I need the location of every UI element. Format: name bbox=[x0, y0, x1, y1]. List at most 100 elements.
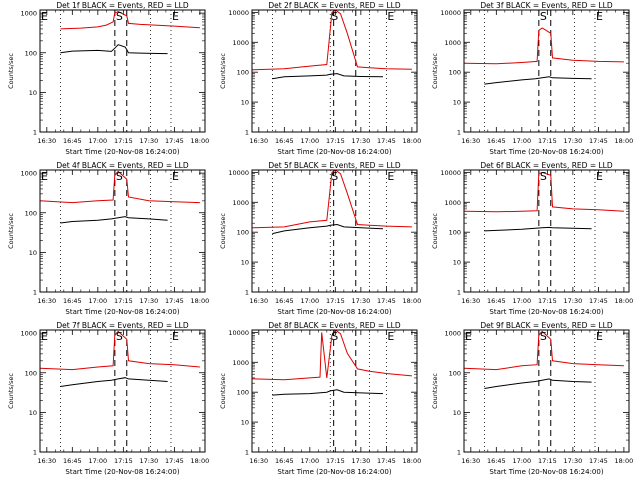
event-marker-label: E bbox=[41, 170, 48, 183]
x-tick-label: 16:30 bbox=[249, 137, 268, 145]
detector-panel-3: Det 3f BLACK = Events, RED = LLD Start Ti… bbox=[431, 1, 633, 156]
y-tick-label: 1 bbox=[457, 129, 461, 137]
event-marker-label: S bbox=[331, 330, 338, 343]
y-tick-label: 1 bbox=[245, 129, 249, 137]
panel-title: Det 9f BLACK = Events, RED = LLD bbox=[480, 321, 613, 330]
event-marker-label: S bbox=[540, 10, 547, 23]
x-tick-label: 17:15 bbox=[114, 457, 133, 465]
x-tick-label: 17:30 bbox=[139, 137, 158, 145]
panel-title: Det 1f BLACK = Events, RED = LLD bbox=[56, 1, 189, 10]
x-axis-label: Start Time (20-Nov-08 16:24:00) bbox=[277, 148, 391, 156]
event-marker-label: E bbox=[596, 10, 603, 23]
x-tick-label: 16:30 bbox=[37, 297, 56, 305]
y-tick-label: 10 bbox=[453, 259, 461, 267]
x-tick-label: 17:45 bbox=[165, 297, 184, 305]
x-tick-label: 16:30 bbox=[249, 457, 268, 465]
x-tick-label: 17:15 bbox=[326, 457, 345, 465]
event-marker-label: E bbox=[172, 170, 179, 183]
x-axis-label: Start Time (20-Nov-08 16:24:00) bbox=[489, 308, 603, 316]
event-marker-label: E bbox=[172, 10, 179, 23]
y-tick-label: 10000 bbox=[440, 9, 461, 17]
x-tick-label: 16:30 bbox=[461, 457, 480, 465]
y-tick-label: 1 bbox=[33, 449, 37, 457]
x-tick-label: 17:00 bbox=[88, 137, 107, 145]
x-tick-label: 17:45 bbox=[377, 137, 396, 145]
event-marker-label: E bbox=[387, 330, 394, 343]
plot-frame bbox=[39, 9, 206, 133]
y-tick-label: 1000 bbox=[232, 359, 249, 367]
y-tick-label: 1 bbox=[245, 449, 249, 457]
plot-frame bbox=[251, 329, 418, 453]
events-series-line bbox=[272, 73, 384, 80]
y-axis-label: Counts/sec bbox=[7, 373, 15, 409]
plot-frame bbox=[39, 329, 206, 453]
plot-area bbox=[40, 170, 200, 292]
y-tick-label: 1000 bbox=[20, 10, 37, 18]
event-marker-label: E bbox=[41, 330, 48, 343]
x-tick-label: 17:45 bbox=[589, 137, 608, 145]
events-series-line bbox=[272, 389, 384, 396]
detector-panel-2: Det 2f BLACK = Events, RED = LLD Start Ti… bbox=[219, 1, 421, 156]
x-tick-label: 17:30 bbox=[351, 457, 370, 465]
events-series-line bbox=[484, 378, 592, 389]
x-tick-label: 17:30 bbox=[563, 297, 582, 305]
y-tick-label: 10000 bbox=[440, 169, 461, 177]
x-tick-label: 18:00 bbox=[403, 457, 422, 465]
panel-title: Det 2f BLACK = Events, RED = LLD bbox=[268, 1, 401, 10]
detector-panel-9: Det 9f BLACK = Events, RED = LLD Start Ti… bbox=[431, 321, 633, 476]
x-tick-label: 17:00 bbox=[300, 137, 319, 145]
x-tick-label: 17:15 bbox=[326, 137, 345, 145]
x-tick-label: 17:30 bbox=[563, 457, 582, 465]
panel-title: Det 6f BLACK = Events, RED = LLD bbox=[480, 161, 613, 170]
panel-title: Det 4f BLACK = Events, RED = LLD bbox=[56, 161, 189, 170]
y-tick-label: 100 bbox=[25, 369, 37, 377]
x-tick-label: 18:00 bbox=[191, 297, 210, 305]
plot-area bbox=[252, 330, 412, 452]
x-tick-label: 17:45 bbox=[377, 297, 396, 305]
event-marker-label: E bbox=[596, 330, 603, 343]
x-tick-label: 18:00 bbox=[615, 137, 634, 145]
y-tick-label: 1000 bbox=[444, 39, 461, 47]
x-axis-label: Start Time (20-Nov-08 16:24:00) bbox=[277, 308, 391, 316]
panel-title: Det 3f BLACK = Events, RED = LLD bbox=[480, 1, 613, 10]
lld-series-line bbox=[464, 330, 624, 371]
x-tick-label: 16:30 bbox=[249, 297, 268, 305]
plot-area bbox=[464, 330, 624, 452]
x-tick-label: 17:45 bbox=[165, 457, 184, 465]
x-tick-label: 17:45 bbox=[165, 137, 184, 145]
y-tick-label: 100 bbox=[449, 69, 461, 77]
y-axis-label: Counts/sec bbox=[7, 213, 15, 249]
x-tick-label: 17:45 bbox=[377, 457, 396, 465]
y-tick-label: 100 bbox=[237, 69, 249, 77]
x-axis-label: Start Time (20-Nov-08 16:24:00) bbox=[65, 308, 179, 316]
y-tick-label: 1000 bbox=[232, 199, 249, 207]
y-tick-label: 10000 bbox=[228, 169, 249, 177]
x-tick-label: 16:45 bbox=[275, 297, 294, 305]
event-marker-label: E bbox=[172, 330, 179, 343]
x-tick-label: 18:00 bbox=[191, 457, 210, 465]
x-tick-label: 17:15 bbox=[114, 137, 133, 145]
event-marker-label: S bbox=[116, 170, 123, 183]
lld-series-line bbox=[252, 330, 412, 381]
panel-title: Det 7f BLACK = Events, RED = LLD bbox=[56, 321, 189, 330]
y-axis-label: Counts/sec bbox=[7, 53, 15, 89]
event-marker-label: S bbox=[331, 10, 338, 23]
y-tick-label: 1000 bbox=[20, 170, 37, 178]
x-tick-label: 18:00 bbox=[403, 137, 422, 145]
x-tick-label: 17:15 bbox=[538, 457, 557, 465]
y-tick-label: 10 bbox=[453, 99, 461, 107]
plot-area bbox=[40, 10, 200, 132]
y-axis-label: Counts/sec bbox=[219, 53, 227, 89]
x-tick-label: 17:45 bbox=[589, 457, 608, 465]
x-tick-label: 17:30 bbox=[139, 297, 158, 305]
x-tick-label: 18:00 bbox=[403, 297, 422, 305]
event-marker-label: S bbox=[540, 330, 547, 343]
detector-panel-4: Det 4f BLACK = Events, RED = LLD Start Ti… bbox=[7, 161, 209, 316]
y-tick-label: 10 bbox=[241, 99, 249, 107]
x-tick-label: 17:00 bbox=[512, 297, 531, 305]
events-series-line bbox=[272, 223, 384, 235]
y-tick-label: 1000 bbox=[444, 330, 461, 338]
detector-panel-7: Det 7f BLACK = Events, RED = LLD Start Ti… bbox=[7, 321, 209, 476]
events-series-line bbox=[60, 377, 168, 387]
lld-series-line bbox=[40, 170, 200, 204]
